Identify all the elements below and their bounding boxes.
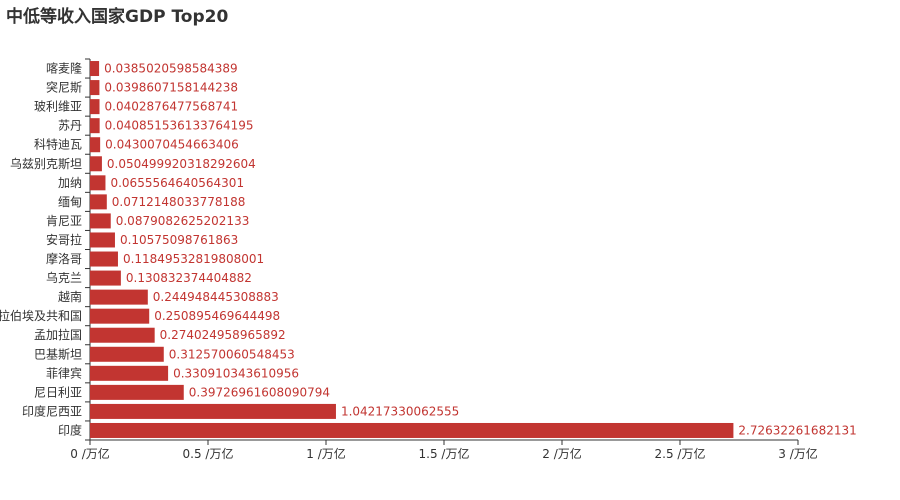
data-label: 0.0385020598584389 [104, 62, 238, 76]
category-label: 菲律宾 [46, 365, 82, 380]
x-tick-label: 0.5 /万亿 [183, 446, 234, 461]
data-label: 0.0655564640564301 [110, 176, 244, 190]
bar [90, 137, 101, 153]
category-label: 尼日利亚 [34, 385, 82, 399]
category-label: 苏丹 [58, 119, 82, 133]
bar [90, 99, 100, 115]
data-label: 0.330910343610956 [173, 366, 299, 380]
category-label: 喀麦隆 [46, 61, 82, 76]
bar [90, 346, 164, 362]
bar [90, 327, 155, 343]
category-label: 科特迪瓦 [34, 137, 82, 152]
data-label: 0.39726961608090794 [189, 385, 330, 399]
data-label: 0.050499920318292604 [107, 157, 256, 171]
x-tick-label: 2.5 /万亿 [655, 446, 706, 461]
data-label: 0.040851536133764195 [105, 119, 254, 133]
data-label: 0.274024958965892 [160, 328, 286, 342]
x-tick-label: 2 /万亿 [542, 446, 582, 461]
bar [90, 80, 100, 96]
bar [90, 118, 100, 134]
data-label: 0.10575098761863 [120, 233, 238, 247]
category-label: 乌克兰 [46, 270, 82, 285]
bar [90, 308, 150, 324]
x-tick-label: 1 /万亿 [306, 446, 346, 461]
x-tick-label: 3 /万亿 [778, 446, 818, 461]
category-label: 玻利维亚 [34, 100, 82, 114]
data-label: 2.72632261682131 [738, 423, 856, 437]
bar [90, 232, 115, 248]
data-label: 0.0430070454663406 [105, 138, 239, 152]
data-label: 0.0402876477568741 [105, 100, 239, 114]
data-label: 0.0712148033778188 [112, 195, 246, 209]
x-tick-label: 1.5 /万亿 [419, 446, 470, 461]
category-label: 加纳 [58, 176, 82, 190]
category-label: 孟加拉国 [34, 327, 82, 342]
bar [90, 270, 121, 286]
data-label: 1.04217330062555 [341, 404, 459, 418]
category-label: 突尼斯 [46, 80, 82, 95]
bar [90, 61, 100, 77]
category-label: 肯尼亚 [46, 214, 82, 228]
data-label: 0.0879082625202133 [116, 214, 250, 228]
category-label: 越南 [58, 289, 82, 304]
category-label: 巴基斯坦 [34, 347, 82, 361]
data-label: 0.11849532819808001 [123, 252, 264, 266]
bar [90, 403, 336, 419]
category-label: 乌兹别克斯坦 [10, 156, 82, 171]
data-label: 0.250895469644498 [154, 309, 280, 323]
category-label: 阿拉伯埃及共和国 [0, 308, 82, 323]
data-label: 0.130832374404882 [126, 271, 252, 285]
bar [90, 384, 184, 400]
data-label: 0.312570060548453 [169, 347, 295, 361]
category-label: 摩洛哥 [46, 251, 82, 266]
bar [90, 251, 118, 267]
x-tick-label: 0 /万亿 [70, 446, 110, 461]
bar [90, 365, 169, 381]
bar [90, 289, 148, 305]
category-label: 安哥拉 [46, 232, 82, 247]
category-label: 缅甸 [58, 195, 82, 209]
bar [90, 194, 107, 210]
bar [90, 175, 106, 191]
data-label: 0.0398607158144238 [104, 81, 238, 95]
bar [90, 422, 734, 438]
bar [90, 156, 102, 172]
category-label: 印度 [58, 422, 82, 437]
data-label: 0.244948445308883 [153, 290, 279, 304]
category-label: 印度尼西亚 [22, 403, 82, 418]
chart-title: 中低等收入国家GDP Top20 [6, 7, 229, 27]
bar [90, 213, 111, 229]
